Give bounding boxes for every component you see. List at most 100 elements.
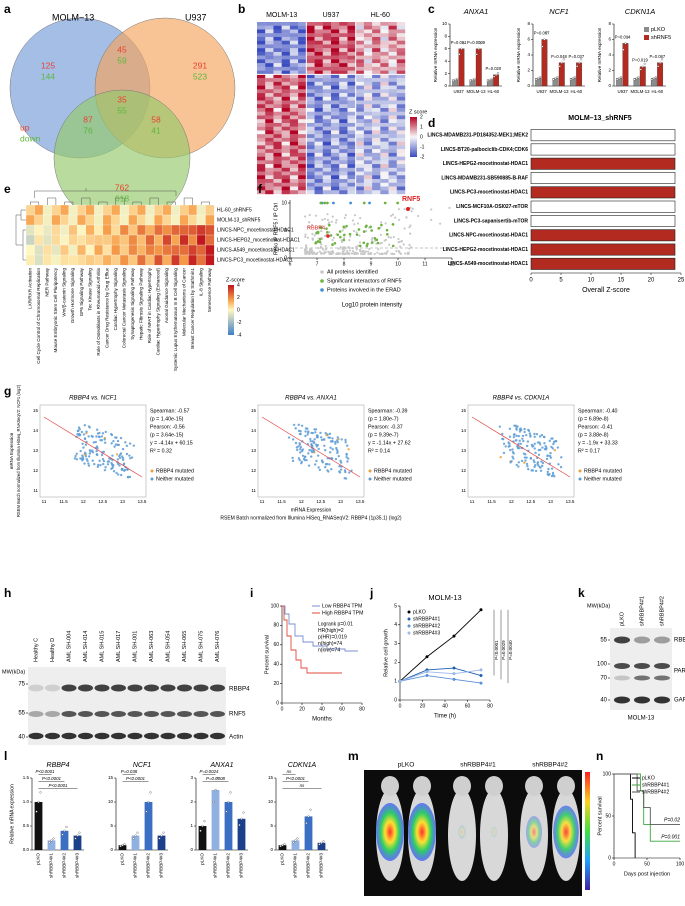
row-label: LINCS-PC3-sapanisertib-mTOR — [454, 218, 528, 224]
heatmap-cell — [331, 63, 340, 68]
protein-label: GAPDH — [674, 698, 685, 704]
heatmap-cell — [273, 66, 282, 71]
band — [127, 711, 143, 717]
replicate-dot — [322, 840, 325, 843]
heatmap-cell — [372, 70, 381, 75]
heatmap-cell — [363, 167, 373, 172]
replicate-dot — [654, 76, 657, 79]
point — [356, 222, 360, 225]
heatmap-cell — [273, 152, 282, 157]
row-label: LINCS-PC3-mocetinostat-HDAC1 — [450, 190, 528, 196]
row-label: LINCS-HEPG2-mocetinostat-HDAC1 — [443, 161, 529, 167]
point — [75, 458, 79, 461]
heatmap-cell — [314, 186, 323, 191]
y-axis-label: Percent survival — [264, 635, 270, 674]
heatmap-cell — [331, 171, 340, 176]
heatmap-cell — [396, 29, 406, 34]
heatmap-cell — [363, 137, 373, 142]
point — [515, 463, 518, 467]
heatmap-cell — [196, 234, 206, 246]
heatmap-cell — [339, 171, 348, 176]
point — [110, 461, 113, 465]
point — [87, 435, 90, 438]
replicate-dot — [490, 77, 493, 80]
point — [331, 437, 334, 440]
heatmap-cell — [322, 137, 332, 142]
y-tick-label: 4 — [527, 52, 530, 57]
point — [479, 668, 483, 672]
heatmap-cell — [388, 81, 397, 86]
point — [517, 461, 521, 464]
legend-label: Neither mutated — [156, 476, 194, 482]
heatmap-cell — [162, 254, 172, 266]
replicate-dot — [473, 77, 476, 80]
heatmap-cell — [363, 59, 373, 64]
point — [307, 452, 310, 455]
heatmap-cell — [331, 119, 340, 124]
point — [343, 216, 347, 219]
x-tick-label: 11 — [260, 499, 265, 504]
point — [522, 439, 525, 443]
heatmap-cell — [396, 167, 406, 172]
heatmap-cell — [396, 96, 406, 101]
point — [514, 424, 518, 428]
heatmap-cell — [396, 175, 406, 180]
point — [313, 234, 316, 237]
legend-label: Proteins involved in the ERAD — [327, 287, 401, 293]
point — [380, 252, 384, 255]
heatmap-cell — [298, 100, 307, 105]
heatmap-cell — [339, 167, 348, 172]
heatmap-cell — [355, 51, 365, 56]
heatmap-cell — [257, 141, 266, 146]
heatmap-cell — [85, 224, 95, 236]
heatmap-cell — [154, 224, 164, 236]
band — [654, 636, 670, 644]
heatmap-cell — [372, 137, 381, 142]
heatmap-cell — [331, 164, 340, 169]
heatmap-cell — [273, 36, 282, 41]
heatmap-cell — [380, 111, 389, 116]
replicate-dot — [50, 839, 53, 842]
panel-letter: j — [369, 586, 373, 600]
y-tick-label: 0 — [444, 83, 447, 88]
x-tick-label: 80 — [487, 703, 493, 709]
heatmap-cell — [355, 115, 365, 120]
group-label: HL-60 — [371, 12, 390, 19]
band — [160, 732, 176, 740]
heatmap-cell — [355, 175, 365, 180]
heatmap-cell — [42, 234, 52, 246]
plot-title: CDKN1A — [625, 7, 655, 16]
heatmap-cell — [388, 108, 397, 112]
replicate-dot — [305, 822, 308, 825]
heatmap-cell — [273, 149, 282, 154]
replicate-dot — [134, 834, 137, 837]
heatmap-cell — [314, 182, 323, 187]
y-tick-label: 100 — [603, 771, 612, 777]
heatmap-cell — [339, 137, 348, 142]
band — [61, 732, 77, 740]
point — [362, 249, 365, 252]
band — [193, 732, 209, 740]
point — [370, 241, 374, 244]
x-tick-label: 11.5 — [59, 499, 68, 504]
point — [303, 215, 307, 218]
point — [305, 247, 308, 251]
heatmap-cell — [265, 149, 274, 154]
replicate-dot — [495, 73, 498, 76]
heatmap-cell — [298, 111, 307, 116]
heatmap-cell — [363, 44, 373, 49]
y-tick-label: 0 — [527, 83, 530, 88]
heatmap-cell — [257, 93, 266, 97]
heatmap-cell — [396, 36, 406, 41]
point — [99, 463, 102, 467]
point — [330, 467, 333, 471]
heatmap-cell — [298, 134, 307, 139]
point — [297, 429, 301, 433]
heatmap-cell — [388, 36, 397, 41]
heatmap-cell — [363, 104, 373, 109]
heatmap-cell — [372, 145, 381, 150]
point — [314, 214, 318, 217]
heatmap-cell — [331, 179, 340, 183]
replicate-dot — [320, 841, 323, 844]
heatmap-cell — [396, 145, 406, 150]
